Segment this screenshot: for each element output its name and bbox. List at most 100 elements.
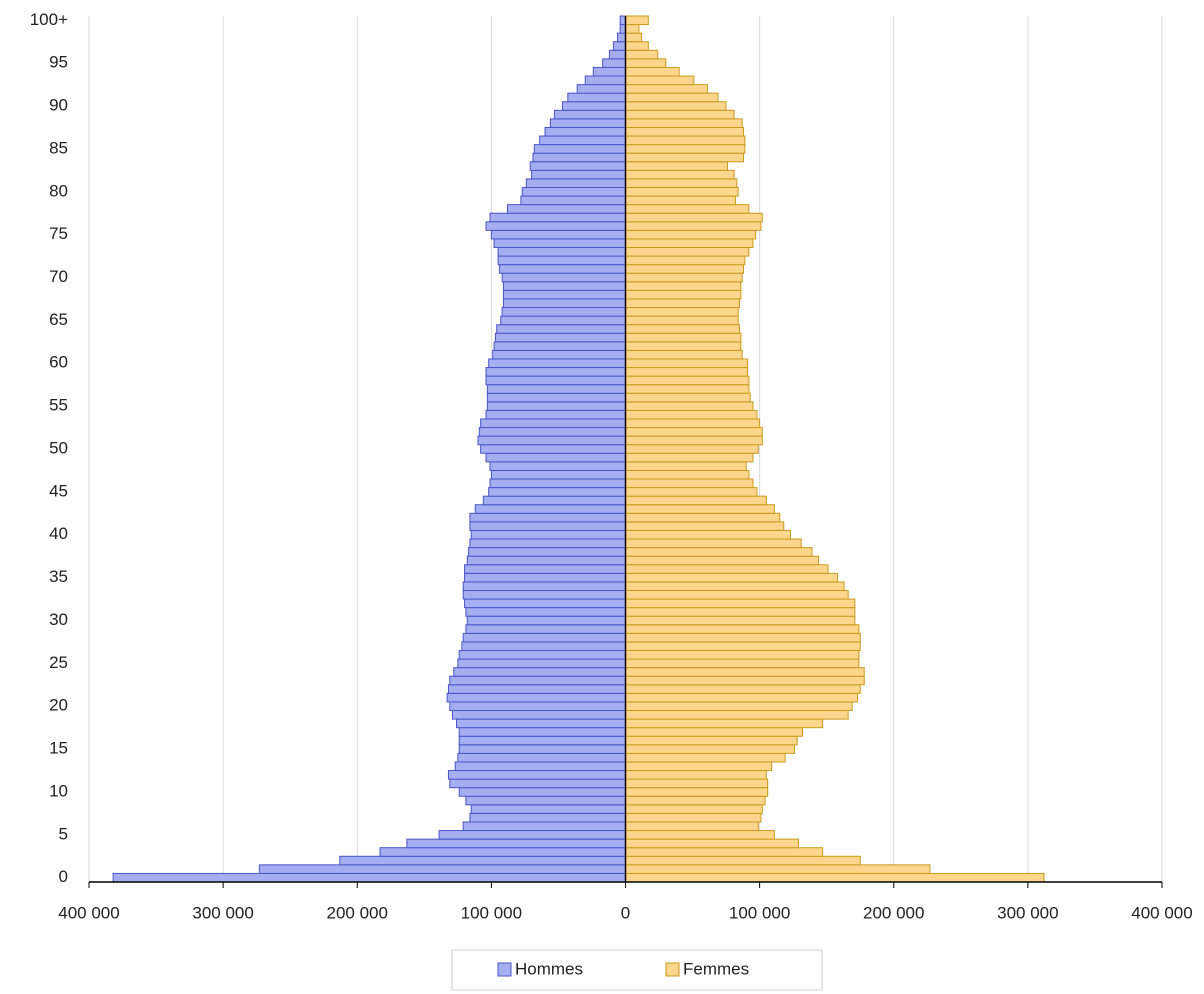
bar xyxy=(453,667,626,677)
bar xyxy=(451,710,627,720)
bar xyxy=(625,572,838,583)
bar xyxy=(625,512,781,523)
bar xyxy=(466,615,627,626)
bar xyxy=(469,812,627,823)
bar xyxy=(482,495,627,506)
bar xyxy=(625,521,785,531)
bar xyxy=(625,289,742,300)
bar xyxy=(625,332,742,343)
y-tick-label: 60 xyxy=(49,353,68,372)
bar xyxy=(625,555,820,566)
bar xyxy=(576,84,627,94)
bar xyxy=(625,701,853,712)
bar xyxy=(502,289,627,300)
bar xyxy=(625,238,754,249)
bar xyxy=(485,452,627,463)
bar xyxy=(449,701,627,712)
y-tick-label: 0 xyxy=(59,867,68,886)
bar xyxy=(474,504,626,514)
x-tick-label: 400 000 xyxy=(58,903,119,922)
bar xyxy=(567,92,626,103)
bar xyxy=(470,529,626,540)
bar xyxy=(625,144,746,154)
bar xyxy=(625,58,667,68)
bar xyxy=(458,649,626,660)
bar xyxy=(625,178,738,188)
bar xyxy=(486,384,626,394)
bar xyxy=(625,752,786,763)
bar xyxy=(625,615,856,626)
y-tick-label: 100+ xyxy=(30,10,68,29)
bar xyxy=(625,126,745,137)
bar xyxy=(625,195,736,206)
bar xyxy=(493,341,626,351)
bar xyxy=(625,24,640,34)
bar xyxy=(625,538,802,549)
bar xyxy=(489,461,626,471)
bar xyxy=(502,281,627,291)
bar xyxy=(339,855,626,866)
bar xyxy=(625,564,829,574)
bar xyxy=(625,795,766,806)
legend-swatch xyxy=(665,962,680,977)
bar xyxy=(465,624,626,634)
bar xyxy=(625,375,750,386)
legend-box xyxy=(451,949,823,991)
bar xyxy=(625,675,865,686)
bar xyxy=(488,358,626,369)
bar xyxy=(447,770,626,780)
bar xyxy=(625,847,824,857)
bar xyxy=(625,478,754,489)
bar xyxy=(466,555,627,566)
bar xyxy=(458,787,626,797)
bar xyxy=(470,804,626,814)
legend-label: Hommes xyxy=(515,959,583,978)
bar xyxy=(625,855,861,866)
bar xyxy=(625,41,649,51)
bar xyxy=(458,727,626,737)
bar xyxy=(625,118,743,128)
bar xyxy=(625,684,861,694)
bar xyxy=(529,161,626,171)
bar xyxy=(457,658,626,669)
bar xyxy=(625,169,735,180)
bar xyxy=(521,186,627,197)
bar xyxy=(625,272,743,283)
bar xyxy=(625,109,735,120)
x-tick-label: 100 000 xyxy=(461,903,522,922)
bar xyxy=(493,238,626,249)
bar xyxy=(469,538,627,549)
bar xyxy=(625,787,769,797)
bar xyxy=(379,847,626,857)
y-tick-label: 25 xyxy=(49,653,68,672)
bar xyxy=(625,401,754,411)
y-tick-label: 15 xyxy=(49,739,68,758)
bar xyxy=(490,229,626,240)
y-tick-label: 10 xyxy=(49,781,68,800)
bar xyxy=(468,547,627,557)
bar xyxy=(625,298,741,309)
bar xyxy=(490,469,626,480)
bar xyxy=(533,144,626,154)
bar xyxy=(625,247,750,257)
bar xyxy=(625,581,845,591)
bar xyxy=(625,495,767,506)
bar xyxy=(485,367,627,377)
y-tick-label: 85 xyxy=(49,138,68,157)
bar xyxy=(438,830,626,840)
bar xyxy=(625,838,800,849)
bar xyxy=(112,872,626,883)
bar xyxy=(625,418,761,429)
bar xyxy=(619,15,627,26)
bar xyxy=(458,735,626,746)
bar xyxy=(501,307,627,317)
bar xyxy=(625,281,742,291)
bar xyxy=(612,41,627,51)
bar xyxy=(625,872,1045,883)
bar xyxy=(625,435,763,446)
bar xyxy=(489,212,626,223)
bar xyxy=(625,778,769,789)
legend: Hommes Femmes xyxy=(451,949,823,991)
x-tick-label: 300 000 xyxy=(997,903,1058,922)
y-tick-label: 45 xyxy=(49,481,68,500)
